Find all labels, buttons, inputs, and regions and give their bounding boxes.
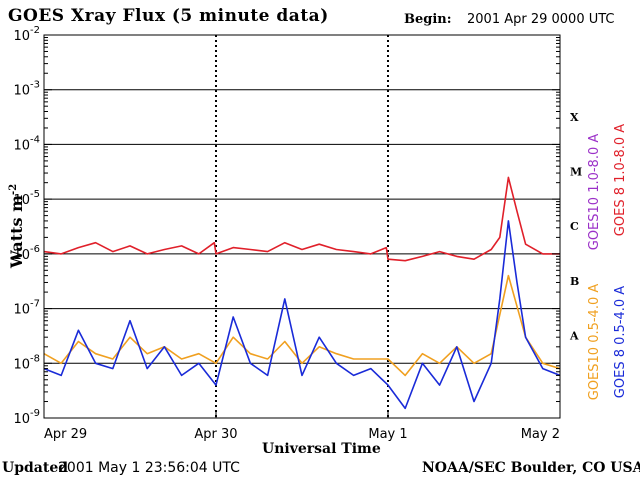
flare-class-label: A <box>569 330 579 343</box>
plot-series <box>43 176 561 410</box>
y-tick-label: 10-4 <box>13 134 40 153</box>
updated-timestamp: 2001 May 1 23:56:04 UTC <box>58 460 240 476</box>
series-line <box>43 274 561 377</box>
updated-label: Updated <box>2 460 69 476</box>
legend: GOES10 1.0-8.0 A GOES 8 1.0-8.0 A GOES10 0… <box>587 124 628 401</box>
y-axis: 10-9 10-8 10-7 10-6 10-5 10-4 10-3 10-2 <box>13 25 560 427</box>
y-tick-label: 10-8 <box>13 353 40 372</box>
legend-entry: GOES 8 1.0-8.0 A <box>613 124 628 236</box>
y-tick-label: 10-5 <box>13 189 40 208</box>
flare-class-labels: A B C M X <box>569 111 582 343</box>
y-axis-label: Watts m-2 <box>7 184 26 269</box>
flare-class-label: X <box>570 111 579 124</box>
flare-class-label: C <box>570 220 579 233</box>
flare-class-label: M <box>570 166 582 179</box>
y-tick-label: 10-9 <box>13 408 40 427</box>
flare-class-label: B <box>570 275 579 288</box>
x-tick-label: Apr 30 <box>194 427 237 442</box>
series-line <box>43 176 560 262</box>
begin-label: Begin: <box>404 12 452 27</box>
legend-entry: GOES10 1.0-8.0 A <box>587 134 602 251</box>
x-tick-label: Apr 29 <box>44 427 87 442</box>
y-tick-label: 10-3 <box>13 80 40 99</box>
series-line <box>43 220 561 410</box>
x-tick-label: May 1 <box>368 427 407 442</box>
plot-frame <box>43 34 561 419</box>
x-tick-label: May 2 <box>521 427 560 442</box>
legend-entry: GOES10 0.5-4.0 A <box>587 284 602 401</box>
y-tick-label: 10-7 <box>13 299 40 318</box>
legend-entry: GOES 8 0.5-4.0 A <box>613 286 628 398</box>
x-axis: Apr 29 Apr 30 May 1 May 2 <box>43 410 561 442</box>
chart-title: GOES Xray Flux (5 minute data) <box>8 6 329 26</box>
y-tick-label: 10-2 <box>13 25 40 44</box>
footer-credit: NOAA/SEC Boulder, CO USA <box>422 460 640 476</box>
plot-grid <box>44 35 560 418</box>
x-axis-label: Universal Time <box>262 441 381 457</box>
y-tick-label: 10-6 <box>13 244 40 263</box>
begin-value: 2001 Apr 29 0000 UTC <box>467 12 615 27</box>
